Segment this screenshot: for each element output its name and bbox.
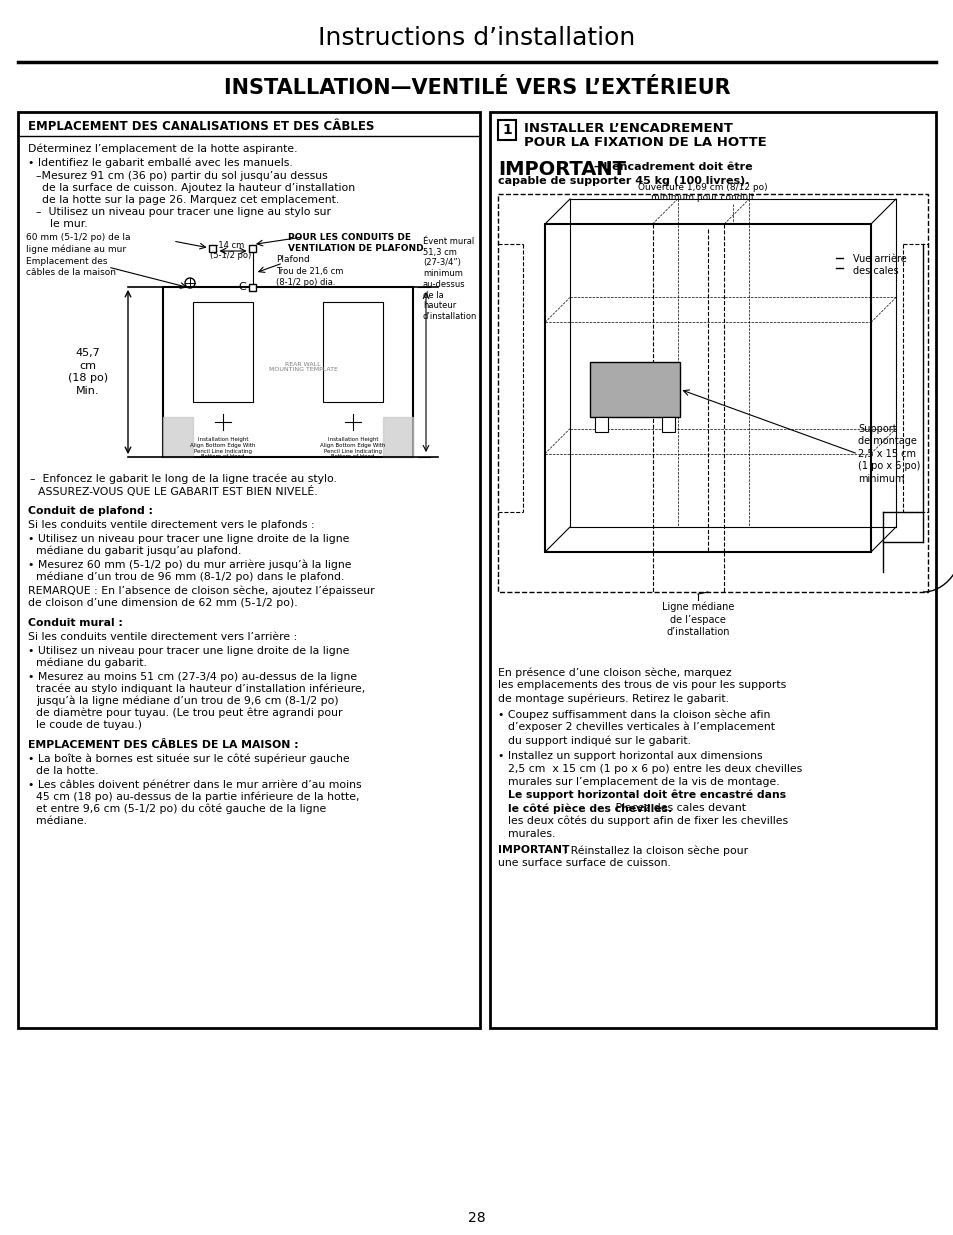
Text: Conduit de plafond :: Conduit de plafond : (28, 506, 152, 516)
Text: REMARQUE : En l’absence de cloison sèche, ajoutez l’épaisseur: REMARQUE : En l’absence de cloison sèche… (28, 585, 375, 597)
Text: de la surface de cuisson. Ajoutez la hauteur d’installation: de la surface de cuisson. Ajoutez la hau… (42, 183, 355, 193)
Text: 2,5 cm  x 15 cm (1 po x 6 po) entre les deux chevilles: 2,5 cm x 15 cm (1 po x 6 po) entre les d… (507, 764, 801, 774)
Text: –  Utilisez un niveau pour tracer une ligne au stylo sur: – Utilisez un niveau pour tracer une lig… (36, 207, 331, 217)
Text: En présence d’une cloison sèche, marquez: En présence d’une cloison sèche, marquez (497, 667, 731, 678)
Text: murales.: murales. (507, 829, 555, 839)
Bar (323, 303, 382, 403)
Text: : Réinstallez la cloison sèche pour: : Réinstallez la cloison sèche pour (559, 845, 747, 856)
Text: de montage supérieurs. Retirez le gabarit.: de montage supérieurs. Retirez le gabari… (497, 693, 728, 704)
Text: Installation Height
Align Bottom Edge With
Pencil Line Indicating
Bottom of Hood: Installation Height Align Bottom Edge Wi… (320, 437, 385, 459)
Text: 1: 1 (501, 124, 512, 137)
Text: —14 cm: —14 cm (210, 241, 244, 249)
Text: le mur.: le mur. (50, 219, 88, 228)
Bar (250, 284, 256, 290)
Text: de diamètre pour tuyau. (Le trou peut être agrandi pour: de diamètre pour tuyau. (Le trou peut êt… (36, 708, 342, 719)
Text: murales sur l’emplacement de la vis de montage.: murales sur l’emplacement de la vis de m… (507, 777, 779, 787)
Text: –  Enfoncez le gabarit le long de la ligne tracée au stylo.: – Enfoncez le gabarit le long de la lign… (30, 473, 336, 483)
Text: le côté pièce des chevilles.: le côté pièce des chevilles. (507, 803, 672, 814)
Text: de la hotte.: de la hotte. (36, 766, 98, 776)
Text: INSTALLER L’ENCADREMENT: INSTALLER L’ENCADREMENT (523, 122, 732, 135)
Text: du support indiqué sur le gabarit.: du support indiqué sur le gabarit. (507, 735, 690, 746)
Text: de la hotte sur la page 26. Marquez cet emplacement.: de la hotte sur la page 26. Marquez cet … (42, 195, 339, 205)
Text: INSTALLATION—VENTILÉ VERS L’EXTÉRIEUR: INSTALLATION—VENTILÉ VERS L’EXTÉRIEUR (223, 78, 730, 98)
Text: (5-1/2 po): (5-1/2 po) (210, 251, 251, 261)
Text: Déterminez l’emplacement de la hotte aspirante.: Déterminez l’emplacement de la hotte asp… (28, 144, 297, 154)
Text: REAR WALL
MOUNTING TEMPLATE: REAR WALL MOUNTING TEMPLATE (269, 362, 337, 373)
Text: 60 mm (5-1/2 po) de la
ligne médiane au mur: 60 mm (5-1/2 po) de la ligne médiane au … (26, 233, 131, 253)
Text: Installation Height
Align Bottom Edge With
Pencil Line Indicating
Bottom of Hood: Installation Height Align Bottom Edge Wi… (190, 437, 255, 459)
Text: POUR LA FIXATION DE LA HOTTE: POUR LA FIXATION DE LA HOTTE (523, 136, 766, 149)
Bar (250, 245, 256, 252)
Text: Ouverture 1,69 cm (8/12 po): Ouverture 1,69 cm (8/12 po) (638, 183, 767, 191)
Text: EMPLACEMENT DES CANALISATIONS ET DES CÂBLES: EMPLACEMENT DES CANALISATIONS ET DES CÂB… (28, 120, 374, 133)
Text: Conduit mural :: Conduit mural : (28, 618, 123, 629)
Text: • La boîte à bornes est située sur le côté supérieur gauche: • La boîte à bornes est située sur le cô… (28, 755, 349, 764)
Bar (210, 245, 216, 252)
Text: médiane du gabarit jusqu’au plafond.: médiane du gabarit jusqu’au plafond. (36, 546, 241, 557)
Text: Ligne médiane
de l’espace
d’installation: Ligne médiane de l’espace d’installation (661, 601, 734, 637)
Bar (544, 224, 870, 552)
Text: C: C (238, 282, 246, 291)
Text: capable de supporter 45 kg (100 livres).: capable de supporter 45 kg (100 livres). (497, 177, 749, 186)
Text: de cloison d’une dimension de 62 mm (5-1/2 po).: de cloison d’une dimension de 62 mm (5-1… (28, 598, 297, 608)
Text: tracée au stylo indiquant la hauteur d’installation inférieure,: tracée au stylo indiquant la hauteur d’i… (36, 684, 365, 694)
Text: Trou de 21,6 cm
(8-1/2 po) dia.: Trou de 21,6 cm (8-1/2 po) dia. (275, 267, 343, 287)
Bar (589, 362, 679, 416)
Text: Emplacement des
câbles de la maison: Emplacement des câbles de la maison (26, 257, 116, 277)
Polygon shape (382, 417, 413, 457)
Text: • Mesurez au moins 51 cm (27-3/4 po) au-dessus de la ligne: • Mesurez au moins 51 cm (27-3/4 po) au-… (28, 672, 356, 682)
Text: et entre 9,6 cm (5-1/2 po) du côté gauche de la ligne: et entre 9,6 cm (5-1/2 po) du côté gauch… (36, 804, 326, 815)
Text: • Les câbles doivent pénétrer dans le mur arrière d’au moins: • Les câbles doivent pénétrer dans le mu… (28, 781, 361, 790)
Text: IMPORTANT: IMPORTANT (497, 161, 625, 179)
Text: minimum pour conduit: minimum pour conduit (651, 193, 754, 203)
Text: médiane.: médiane. (36, 816, 87, 826)
Bar (594, 416, 607, 432)
Text: IMPORTANT: IMPORTANT (497, 845, 569, 855)
Text: –Mesurez 91 cm (36 po) partir du sol jusqu’au dessus: –Mesurez 91 cm (36 po) partir du sol jus… (36, 170, 328, 182)
Text: • Identifiez le gabarit emballé avec les manuels.: • Identifiez le gabarit emballé avec les… (28, 158, 293, 168)
Text: Placez des cales devant: Placez des cales devant (612, 803, 745, 813)
Text: 45,7
cm
(18 po)
Min.: 45,7 cm (18 po) Min. (68, 348, 108, 395)
Text: EMPLACEMENT DES CÂBLES DE LA MAISON :: EMPLACEMENT DES CÂBLES DE LA MAISON : (28, 740, 298, 750)
Text: médiane du gabarit.: médiane du gabarit. (36, 658, 147, 668)
Text: une surface surface de cuisson.: une surface surface de cuisson. (497, 858, 670, 868)
Bar (661, 416, 674, 432)
Text: ASSUREZ-VOUS QUE LE GABARIT EST BIEN NIVELÉ.: ASSUREZ-VOUS QUE LE GABARIT EST BIEN NIV… (38, 487, 317, 496)
Text: 28: 28 (468, 1212, 485, 1225)
Text: POUR LES CONDUITS DE
VENTILATION DE PLAFOND: POUR LES CONDUITS DE VENTILATION DE PLAF… (288, 233, 423, 253)
Bar (18, 112, 479, 1028)
Text: • Coupez suffisamment dans la cloison sèche afin: • Coupez suffisamment dans la cloison sè… (497, 709, 770, 720)
Text: Évent mural
51,3 cm
(27-3/4”)
minimum
au-dessus
de la
hauteur
d’installation: Évent mural 51,3 cm (27-3/4”) minimum au… (422, 237, 476, 321)
Text: • Utilisez un niveau pour tracer une ligne droite de la ligne: • Utilisez un niveau pour tracer une lig… (28, 534, 349, 543)
Text: jusqu’à la ligne médiane d’un trou de 9,6 cm (8-1/2 po): jusqu’à la ligne médiane d’un trou de 9,… (36, 697, 338, 706)
Text: d’exposer 2 chevilles verticales à l’emplacement: d’exposer 2 chevilles verticales à l’emp… (507, 722, 774, 732)
Text: 45 cm (18 po) au-dessus de la partie inférieure de la hotte,: 45 cm (18 po) au-dessus de la partie inf… (36, 792, 359, 803)
Text: Vue arrière
des cales: Vue arrière des cales (852, 254, 905, 277)
Bar (497, 120, 516, 140)
Text: les emplacements des trous de vis pour les supports: les emplacements des trous de vis pour l… (497, 680, 785, 690)
Text: • Installez un support horizontal aux dimensions: • Installez un support horizontal aux di… (497, 751, 761, 761)
Text: Le support horizontal doit être encastré dans: Le support horizontal doit être encastré… (507, 790, 785, 800)
Text: Instructions d’installation: Instructions d’installation (318, 26, 635, 49)
Text: • Mesurez 60 mm (5-1/2 po) du mur arrière jusqu’à la ligne: • Mesurez 60 mm (5-1/2 po) du mur arrièr… (28, 559, 351, 571)
Bar (490, 112, 935, 1028)
Text: les deux côtés du support afin de fixer les chevilles: les deux côtés du support afin de fixer … (507, 816, 787, 826)
Text: – L’encadrement doit être: – L’encadrement doit être (589, 162, 752, 172)
Bar (163, 287, 413, 457)
Text: Si les conduits ventile directement vers le plafonds :: Si les conduits ventile directement vers… (28, 520, 314, 530)
Text: Si les conduits ventile directement vers l’arrière :: Si les conduits ventile directement vers… (28, 632, 297, 642)
Text: Plafond: Plafond (275, 254, 310, 264)
Text: le coude de tuyau.): le coude de tuyau.) (36, 720, 142, 730)
Bar (193, 303, 253, 403)
Text: Support
de montage
2,5 x 15 cm
(1 po x 6 po)
minimum: Support de montage 2,5 x 15 cm (1 po x 6… (857, 424, 920, 484)
Text: • Utilisez un niveau pour tracer une ligne droite de la ligne: • Utilisez un niveau pour tracer une lig… (28, 646, 349, 656)
Polygon shape (163, 417, 193, 457)
Text: médiane d’un trou de 96 mm (8-1/2 po) dans le plafond.: médiane d’un trou de 96 mm (8-1/2 po) da… (36, 572, 344, 583)
Bar (497, 194, 927, 592)
